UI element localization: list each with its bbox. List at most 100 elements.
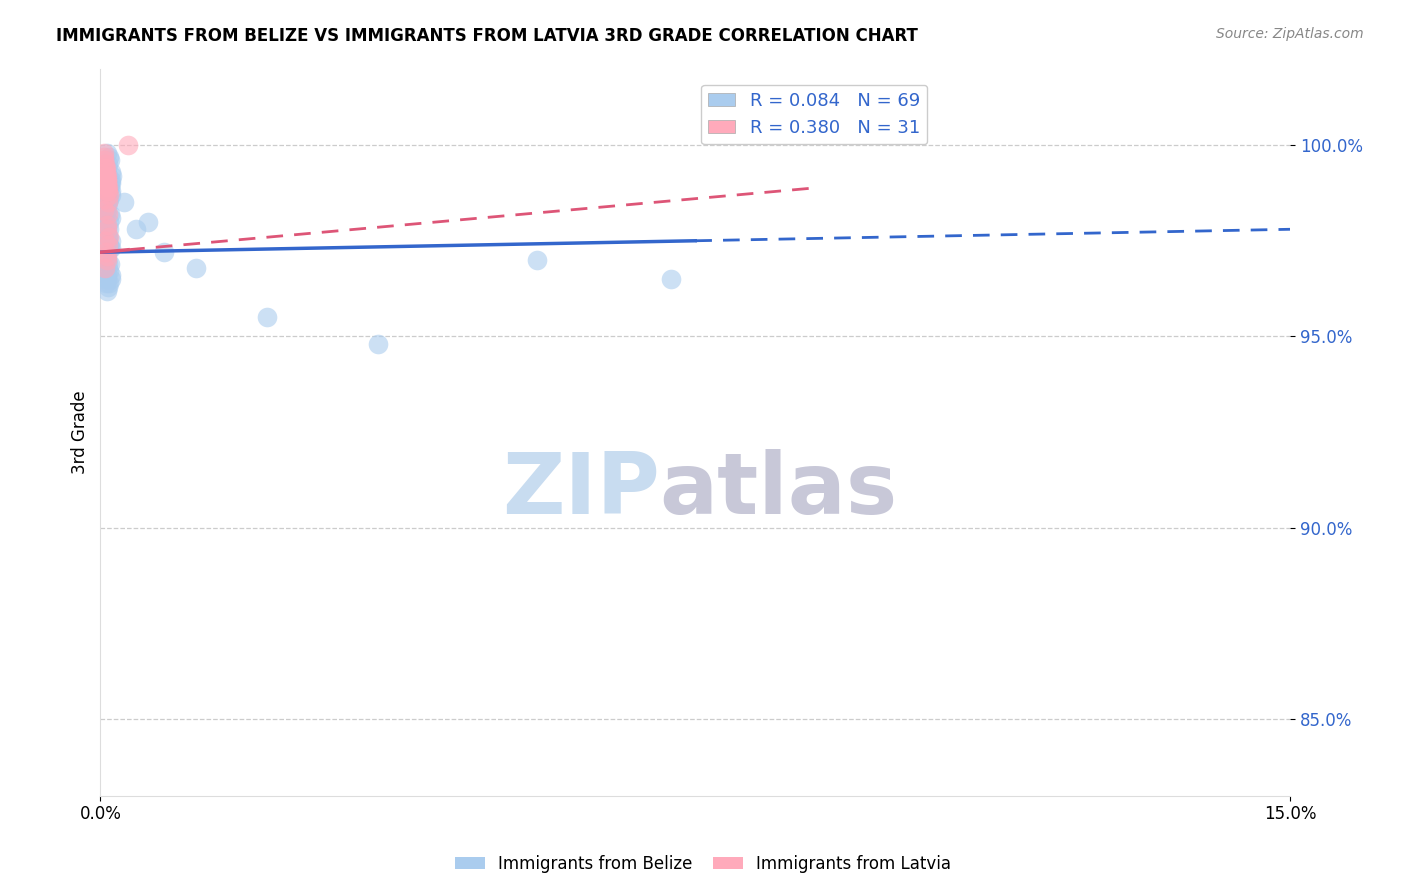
Point <box>96 222 118 236</box>
Legend: Immigrants from Belize, Immigrants from Latvia: Immigrants from Belize, Immigrants from … <box>449 848 957 880</box>
Point <box>94 161 117 175</box>
Point <box>184 260 207 275</box>
Point <box>661 272 683 286</box>
Point <box>96 249 118 263</box>
Point <box>96 222 118 236</box>
Point <box>96 172 118 186</box>
Point <box>93 145 115 160</box>
Point <box>94 192 117 206</box>
Point <box>97 257 120 271</box>
Point <box>100 268 122 283</box>
Point <box>94 172 117 186</box>
Point <box>93 157 115 171</box>
Point <box>100 187 122 202</box>
Point <box>98 177 121 191</box>
Point <box>93 203 115 218</box>
Point <box>98 207 121 221</box>
Point <box>94 245 117 260</box>
Point <box>256 310 278 325</box>
Point <box>96 284 118 298</box>
Point <box>98 153 121 168</box>
Point <box>98 264 121 278</box>
Point <box>96 145 118 160</box>
Point <box>100 165 122 179</box>
Point <box>98 257 121 271</box>
Point <box>96 272 118 286</box>
Point <box>96 184 118 198</box>
Point <box>94 211 117 225</box>
Point <box>96 180 118 194</box>
Point <box>94 195 117 210</box>
Point <box>94 276 117 290</box>
Point <box>94 260 117 275</box>
Point <box>94 157 117 171</box>
Point <box>97 184 120 198</box>
Point <box>97 230 120 244</box>
Point <box>97 230 120 244</box>
Point <box>97 279 120 293</box>
Point <box>101 169 124 183</box>
Point <box>100 184 122 198</box>
Point <box>98 180 121 194</box>
Point <box>153 245 176 260</box>
Point <box>96 172 118 186</box>
Legend: R = 0.084   N = 69, R = 0.380   N = 31: R = 0.084 N = 69, R = 0.380 N = 31 <box>702 85 928 145</box>
Point <box>98 187 121 202</box>
Point <box>96 199 118 213</box>
Point <box>97 195 120 210</box>
Point <box>97 169 120 183</box>
Point <box>125 222 148 236</box>
Point <box>96 219 118 233</box>
Point <box>93 153 115 168</box>
Point <box>97 237 120 252</box>
Point <box>94 237 117 252</box>
Point <box>526 252 548 267</box>
Point <box>96 161 118 175</box>
Point <box>94 219 117 233</box>
Point <box>98 237 121 252</box>
Point <box>94 161 117 175</box>
Point <box>97 207 120 221</box>
Point <box>96 203 118 218</box>
Point <box>136 214 159 228</box>
Point <box>367 337 389 351</box>
Point <box>98 180 121 194</box>
Text: IMMIGRANTS FROM BELIZE VS IMMIGRANTS FROM LATVIA 3RD GRADE CORRELATION CHART: IMMIGRANTS FROM BELIZE VS IMMIGRANTS FRO… <box>56 27 918 45</box>
Point <box>94 177 117 191</box>
Point <box>97 195 120 210</box>
Point <box>100 241 122 255</box>
Point <box>96 169 118 183</box>
Text: ZIP: ZIP <box>502 449 659 532</box>
Point <box>100 172 122 186</box>
Point <box>97 157 120 171</box>
Point <box>94 260 117 275</box>
Point <box>112 195 135 210</box>
Point <box>96 192 118 206</box>
Point <box>94 165 117 179</box>
Point <box>96 226 118 240</box>
Point <box>96 252 118 267</box>
Point <box>98 230 121 244</box>
Point <box>100 177 122 191</box>
Point <box>97 180 120 194</box>
Point <box>98 192 121 206</box>
Point <box>98 150 121 164</box>
Point <box>98 214 121 228</box>
Point <box>100 234 122 248</box>
Point <box>94 207 117 221</box>
Text: atlas: atlas <box>659 449 898 532</box>
Point <box>98 276 121 290</box>
Point <box>93 150 115 164</box>
Point <box>96 177 118 191</box>
Point <box>98 241 121 255</box>
Point <box>98 222 121 236</box>
Y-axis label: 3rd Grade: 3rd Grade <box>72 391 89 474</box>
Point <box>96 268 118 283</box>
Point <box>96 187 118 202</box>
Point <box>100 272 122 286</box>
Point <box>100 211 122 225</box>
Point <box>94 169 117 183</box>
Point <box>96 252 118 267</box>
Point <box>94 234 117 248</box>
Point <box>94 199 117 213</box>
